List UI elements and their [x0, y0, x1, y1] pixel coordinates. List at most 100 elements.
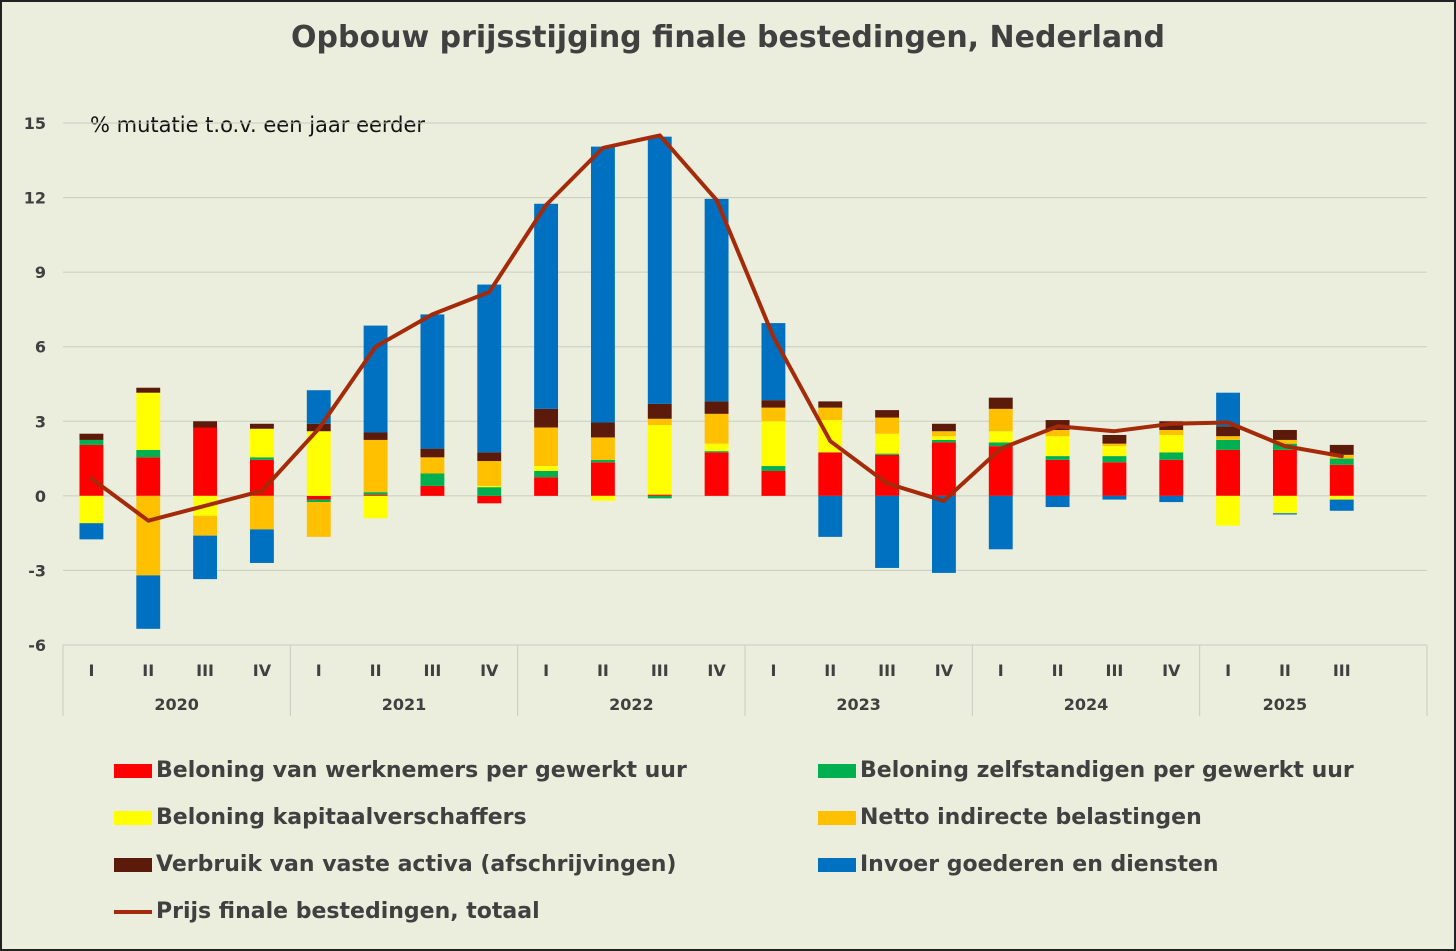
x-tick-label: III	[651, 661, 669, 680]
bar-segment	[1329, 458, 1354, 465]
bar-segment	[590, 146, 615, 423]
bar-segment	[306, 499, 331, 503]
bar-segment	[477, 487, 502, 496]
bar-segment	[1045, 429, 1070, 437]
bar-segment	[136, 387, 161, 393]
bar-segment	[193, 515, 218, 536]
bar-segment	[1272, 495, 1297, 514]
bar-segment	[79, 444, 104, 496]
bar-segment	[1216, 436, 1241, 440]
bar-segment	[988, 442, 1013, 447]
bar-segment	[988, 397, 1013, 409]
y-axis-ticks: -6 -3 0 3 6 9 12 15	[24, 114, 46, 655]
x-tick-label: II	[597, 661, 609, 680]
bar-segment	[477, 461, 502, 486]
y-tick-label: 15	[24, 114, 46, 133]
bar-segment	[193, 421, 218, 428]
bar-segment	[931, 431, 956, 437]
bar-segment	[534, 477, 559, 496]
bar-segment	[1216, 426, 1241, 437]
bar-segment	[647, 494, 672, 496]
gridlines	[63, 122, 1427, 646]
bar-segment	[1329, 499, 1354, 511]
bar-segment	[988, 408, 1013, 432]
chart-title: Opbouw prijsstijging finale bestedingen,…	[291, 20, 1165, 55]
bar-segment	[1216, 392, 1241, 427]
y-tick-label: 0	[35, 487, 46, 506]
bar-segment	[761, 466, 786, 471]
bar-segment	[1216, 439, 1241, 450]
bar-segment	[875, 410, 900, 418]
bar-segment	[136, 495, 161, 576]
year-label: 2020	[154, 695, 199, 714]
bar-segment	[875, 433, 900, 454]
bar-segment	[818, 401, 843, 408]
x-tick-label: II	[824, 661, 836, 680]
bar-segment	[249, 529, 274, 563]
bar-segment	[193, 535, 218, 580]
bar-segment	[1272, 449, 1297, 496]
bar-segment	[761, 421, 786, 467]
bar-segment	[1216, 449, 1241, 496]
x-tick-label: IV	[1162, 661, 1181, 680]
bar-segment	[363, 432, 388, 440]
bar-segment	[704, 413, 729, 444]
y-tick-label: -6	[28, 636, 46, 655]
bar-segment	[931, 442, 956, 496]
bar-segment	[306, 390, 331, 424]
bar-segment	[761, 323, 786, 401]
bar-segment	[420, 314, 445, 449]
bar-segment	[477, 452, 502, 462]
bar-segment	[306, 502, 331, 537]
y-tick-label: 6	[35, 338, 46, 357]
bar-segment	[363, 439, 388, 493]
x-tick-label: I	[770, 661, 776, 680]
bar-segment	[136, 575, 161, 629]
x-tick-label: III	[196, 661, 214, 680]
bar-segment	[249, 495, 274, 530]
bar-segment	[647, 495, 672, 499]
bar-segment	[761, 471, 786, 496]
bar-segment	[704, 198, 729, 402]
bar-segment	[1045, 436, 1070, 457]
bar-segment	[875, 495, 900, 568]
bar-segment	[1102, 443, 1127, 447]
bar-segment	[534, 408, 559, 428]
bar-segment	[534, 466, 559, 471]
x-tick-label: II	[1279, 661, 1291, 680]
x-tick-label: II	[142, 661, 154, 680]
y-tick-label: 12	[24, 189, 46, 208]
bar-segment	[931, 436, 956, 440]
bar-segment	[1272, 439, 1297, 444]
bar-segment	[1102, 495, 1127, 500]
bar-segment	[420, 448, 445, 458]
bar-segment	[136, 449, 161, 458]
bar-segment	[704, 443, 729, 452]
total-price-line	[89, 133, 1344, 523]
bar-segment	[590, 495, 615, 501]
bar-segment	[704, 451, 729, 453]
bar-segment	[1159, 495, 1184, 503]
bar-segment	[420, 473, 445, 486]
x-tick-label: IV	[935, 661, 954, 680]
chart-annotation: % mutatie t.o.v. een jaar eerder	[90, 113, 425, 137]
bar-segment	[534, 471, 559, 478]
bar-segment	[761, 400, 786, 408]
x-tick-label: II	[1052, 661, 1064, 680]
bar-segment	[79, 523, 104, 540]
bar-segment	[249, 457, 274, 460]
bar-segment	[249, 423, 274, 429]
year-label: 2025	[1263, 695, 1308, 714]
x-tick-label: IV	[707, 661, 726, 680]
bar-segment	[1272, 513, 1297, 515]
bar-segment	[704, 401, 729, 414]
bar-segment	[363, 492, 388, 495]
bar-segment	[363, 494, 388, 496]
year-label: 2023	[836, 695, 881, 714]
bar-segment	[590, 437, 615, 460]
bar-segment	[1159, 459, 1184, 496]
bar-segment	[1159, 434, 1184, 453]
x-tick-label: I	[543, 661, 549, 680]
